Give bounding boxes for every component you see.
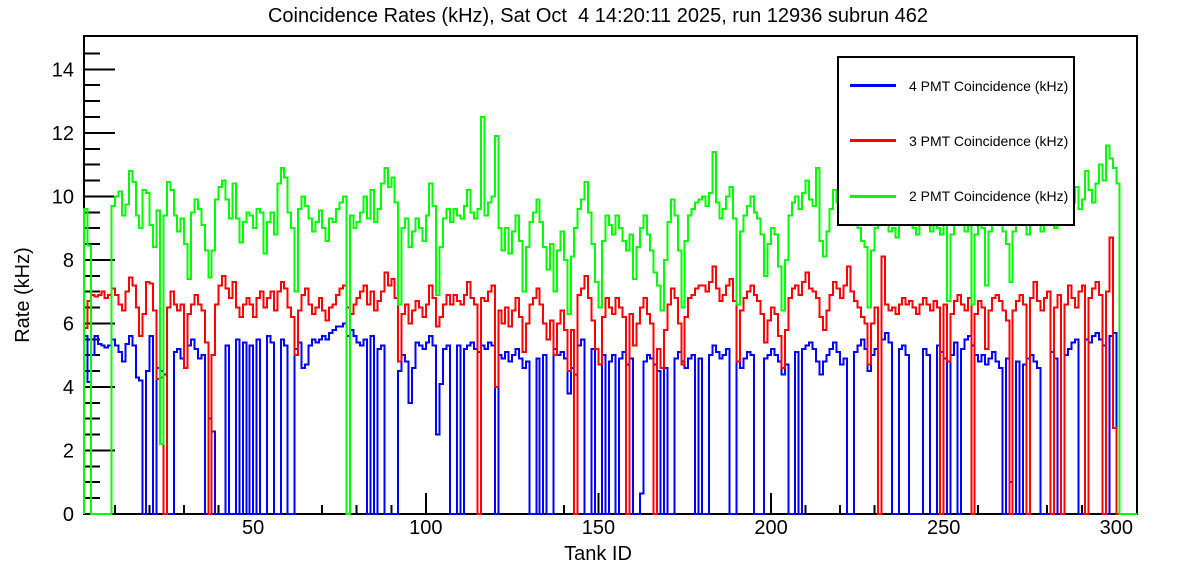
- y-tick-label: 0: [63, 504, 74, 526]
- x-tick-label: 100: [409, 517, 442, 539]
- legend-entry: 2 PMT Coincidence (kHz): [839, 188, 1073, 204]
- x-tick-label: 300: [1100, 517, 1133, 539]
- legend-entry: 3 PMT Coincidence (kHz): [839, 133, 1073, 149]
- x-axis-title: Tank ID: [564, 543, 632, 565]
- y-tick-label: 12: [52, 123, 74, 145]
- y-tick-label: 6: [63, 313, 74, 335]
- x-tick-label: 150: [582, 517, 615, 539]
- chart-title: Coincidence Rates (kHz), Sat Oct 4 14:20…: [267, 5, 929, 27]
- legend-entry: 4 PMT Coincidence (kHz): [839, 78, 1073, 94]
- x-tick-label: 250: [927, 517, 960, 539]
- legend-line-sample-red: [850, 139, 896, 143]
- y-tick-label: 4: [63, 377, 74, 399]
- series-line-0: [83, 322, 1137, 515]
- series-line-1: [83, 236, 1137, 515]
- x-tick-label: 50: [242, 517, 264, 539]
- y-tick-label: 8: [63, 250, 74, 272]
- y-tick-label: 14: [52, 59, 74, 81]
- legend-label: 4 PMT Coincidence (kHz): [909, 77, 1069, 94]
- y-tick-label: 10: [52, 186, 74, 208]
- y-tick-label: 2: [63, 440, 74, 462]
- y-axis-title: Rate (kHz): [12, 247, 34, 343]
- legend-label: 2 PMT Coincidence (kHz): [909, 188, 1069, 205]
- legend-label: 3 PMT Coincidence (kHz): [909, 132, 1069, 149]
- x-tick-label: 200: [754, 517, 787, 539]
- legend-line-sample-blue: [850, 84, 896, 88]
- legend-line-sample-green: [850, 194, 896, 198]
- legend: 4 PMT Coincidence (kHz) 3 PMT Coincidenc…: [837, 56, 1075, 226]
